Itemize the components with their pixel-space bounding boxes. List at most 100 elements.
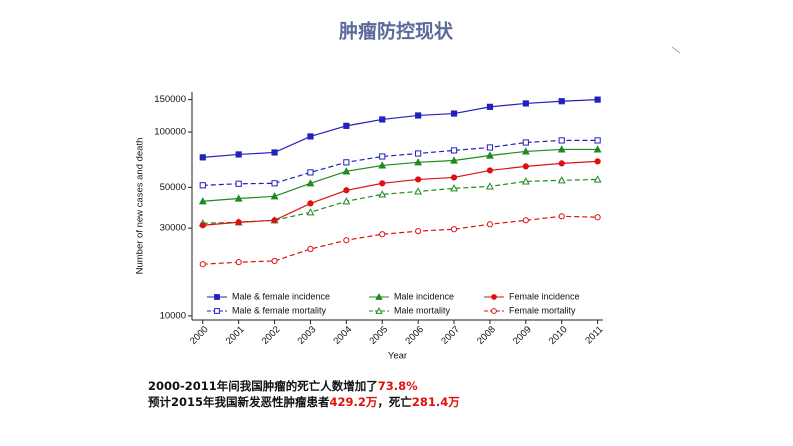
x-tick-label: 2005 — [367, 324, 390, 347]
marker — [235, 180, 242, 187]
slide-title: 肿瘤防控现状 — [339, 20, 454, 43]
marker — [485, 151, 494, 159]
series-line — [202, 215, 598, 265]
marker — [593, 175, 602, 183]
marker — [307, 245, 314, 253]
x-tick-label: 2004 — [332, 324, 355, 347]
marker — [379, 153, 386, 160]
x-tick-label: 2007 — [439, 324, 462, 347]
marker — [214, 294, 220, 300]
marker — [486, 221, 494, 228]
series-line — [202, 178, 598, 224]
marker — [306, 179, 315, 187]
marker — [378, 190, 387, 198]
marker — [271, 217, 278, 224]
x-tick-label: 2009 — [511, 324, 534, 347]
marker — [375, 293, 383, 300]
marker — [379, 231, 386, 238]
x-tick-label: 2003 — [296, 324, 319, 347]
marker — [415, 228, 422, 235]
legend-item: Female mortality — [484, 305, 576, 315]
series-line — [202, 160, 598, 226]
marker — [450, 147, 458, 154]
legend-label: Male & female mortality — [232, 305, 327, 315]
marker — [235, 219, 242, 226]
marker — [307, 133, 314, 140]
marker — [594, 214, 601, 221]
marker — [415, 176, 422, 183]
x-tick-label: 2008 — [475, 324, 498, 347]
marker — [271, 180, 278, 187]
legend-item: Male incidence — [369, 291, 454, 301]
marker — [521, 147, 530, 155]
y-axis-title: Number of new cases and death — [135, 138, 146, 275]
marker — [414, 187, 423, 195]
marker — [414, 158, 423, 166]
marker — [198, 197, 207, 205]
marker — [343, 187, 350, 194]
marker — [343, 237, 350, 244]
note-segment: ，死亡 — [377, 395, 412, 409]
marker — [235, 259, 242, 266]
marker — [450, 110, 458, 117]
marker — [450, 156, 458, 164]
marker — [593, 145, 602, 153]
marker — [270, 192, 279, 200]
marker — [486, 144, 494, 151]
legend-label: Male incidence — [394, 291, 454, 301]
marker — [557, 145, 566, 153]
note-segment: 2000-2011年间我国肿瘤的死亡人数增加了 — [148, 379, 378, 393]
y-tick-label: 10000 — [160, 310, 186, 321]
note-segment: 429.2万 — [330, 395, 378, 409]
marker — [522, 163, 529, 170]
marker — [415, 112, 422, 119]
marker — [450, 174, 458, 181]
marker — [199, 182, 206, 189]
legend-item: Male & female incidence — [207, 291, 330, 301]
marker — [234, 194, 243, 202]
marker — [594, 137, 601, 144]
marker — [375, 307, 383, 314]
marker — [450, 184, 458, 192]
marker — [379, 116, 386, 123]
marker — [342, 197, 351, 205]
marker — [214, 308, 220, 314]
note-line: 预计2015年我国新发恶性肿瘤患者429.2万，死亡281.4万 — [148, 395, 460, 409]
legend-label: Female incidence — [509, 291, 580, 301]
marker — [199, 154, 206, 161]
marker — [491, 308, 497, 314]
x-axis-title: Year — [388, 351, 407, 362]
y-tick-label: 30000 — [160, 223, 186, 234]
x-tick-label: 2006 — [403, 324, 426, 347]
x-tick-label: 2010 — [547, 324, 570, 347]
note-segment: 预计2015年我国新发恶性肿瘤患者 — [148, 395, 330, 409]
legend-item: Female incidence — [484, 291, 580, 301]
note-segment: 281.4万 — [412, 395, 460, 409]
marker — [378, 161, 387, 169]
x-tick-label: 2011 — [583, 324, 605, 346]
note-line: 2000-2011年间我国肿瘤的死亡人数增加了73.8% — [148, 379, 418, 393]
marker — [594, 158, 601, 165]
chart: 10000 30000 50000 100000 150000 2000 2001 2002 2… — [135, 92, 606, 362]
marker — [199, 222, 206, 229]
marker — [594, 96, 601, 103]
marker — [485, 182, 494, 190]
marker — [342, 167, 351, 175]
marker — [343, 159, 350, 166]
legend-label: Male mortality — [394, 305, 451, 315]
series-line — [202, 99, 598, 158]
marker — [491, 294, 497, 300]
marker — [450, 226, 458, 233]
legend-item: Male & female mortality — [207, 305, 327, 315]
marker — [557, 176, 566, 184]
marker — [307, 200, 314, 207]
marker — [486, 103, 494, 110]
y-tick-label: 100000 — [154, 127, 186, 138]
series-line — [202, 148, 598, 202]
marker — [379, 180, 386, 187]
legend-item: Male mortality — [369, 305, 451, 315]
y-tick-label: 150000 — [154, 94, 186, 105]
marker — [558, 160, 565, 167]
